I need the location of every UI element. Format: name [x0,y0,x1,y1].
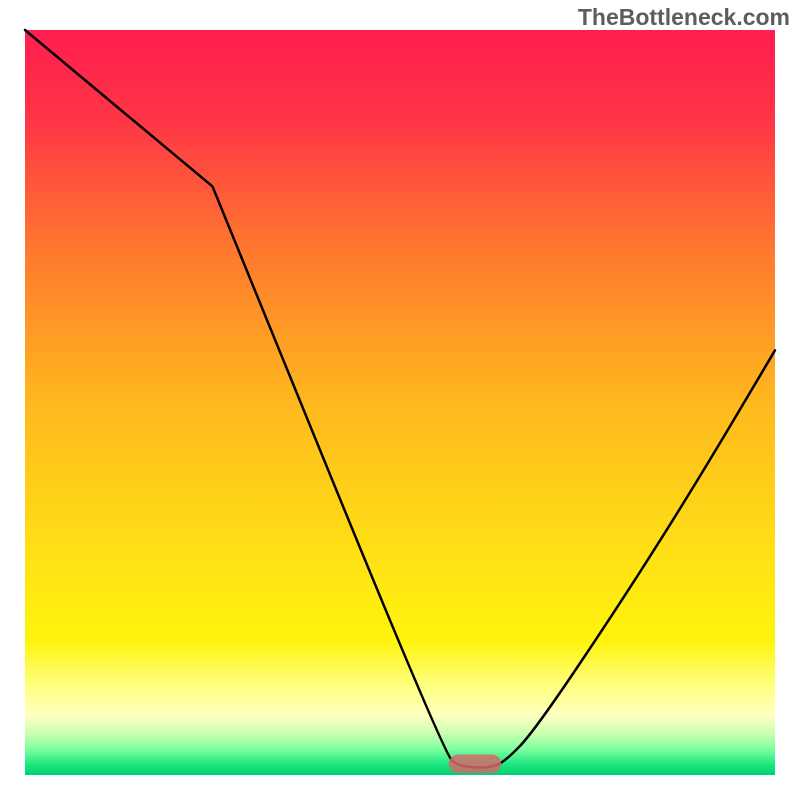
bottleneck-chart [0,0,800,800]
chart-container: TheBottleneck.com [0,0,800,800]
minimum-marker [449,755,502,774]
plot-background [25,30,775,775]
watermark-text: TheBottleneck.com [578,4,790,31]
